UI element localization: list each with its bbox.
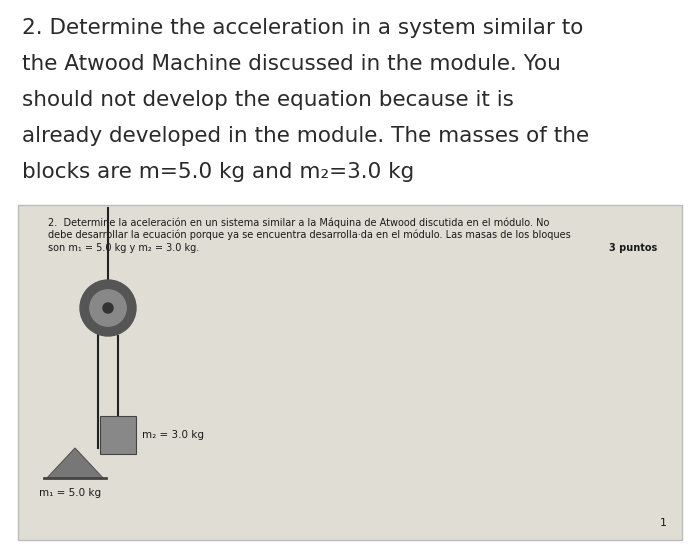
Text: son m₁ = 5.0 kg y m₂ = 3.0 kg.: son m₁ = 5.0 kg y m₂ = 3.0 kg. xyxy=(48,243,200,253)
Text: m₂ = 3.0 kg: m₂ = 3.0 kg xyxy=(142,430,204,440)
Text: 1: 1 xyxy=(660,518,667,528)
Text: debe desarrollar la ecuación porque ya se encuentra desarrolla·da en el módulo. : debe desarrollar la ecuación porque ya s… xyxy=(48,230,570,241)
Text: 3 puntos: 3 puntos xyxy=(609,243,657,253)
Circle shape xyxy=(90,290,126,326)
Circle shape xyxy=(103,303,113,313)
Text: blocks are m=5.0 kg and m₂=3.0 kg: blocks are m=5.0 kg and m₂=3.0 kg xyxy=(22,162,414,182)
Text: m₁ = 5.0 kg: m₁ = 5.0 kg xyxy=(39,488,101,498)
Text: should not develop the equation because it is: should not develop the equation because … xyxy=(22,90,514,110)
Text: 2.  Determine la aceleración en un sistema similar a la Máquina de Atwood discut: 2. Determine la aceleración en un sistem… xyxy=(48,217,550,227)
Bar xyxy=(18,205,682,540)
Text: the Atwood Machine discussed in the module. You: the Atwood Machine discussed in the modu… xyxy=(22,54,561,74)
Text: 2. Determine the acceleration in a system similar to: 2. Determine the acceleration in a syste… xyxy=(22,18,583,38)
Text: already developed in the module. The masses of the: already developed in the module. The mas… xyxy=(22,126,589,146)
Bar xyxy=(100,416,136,454)
Circle shape xyxy=(80,280,136,336)
Polygon shape xyxy=(47,448,103,478)
